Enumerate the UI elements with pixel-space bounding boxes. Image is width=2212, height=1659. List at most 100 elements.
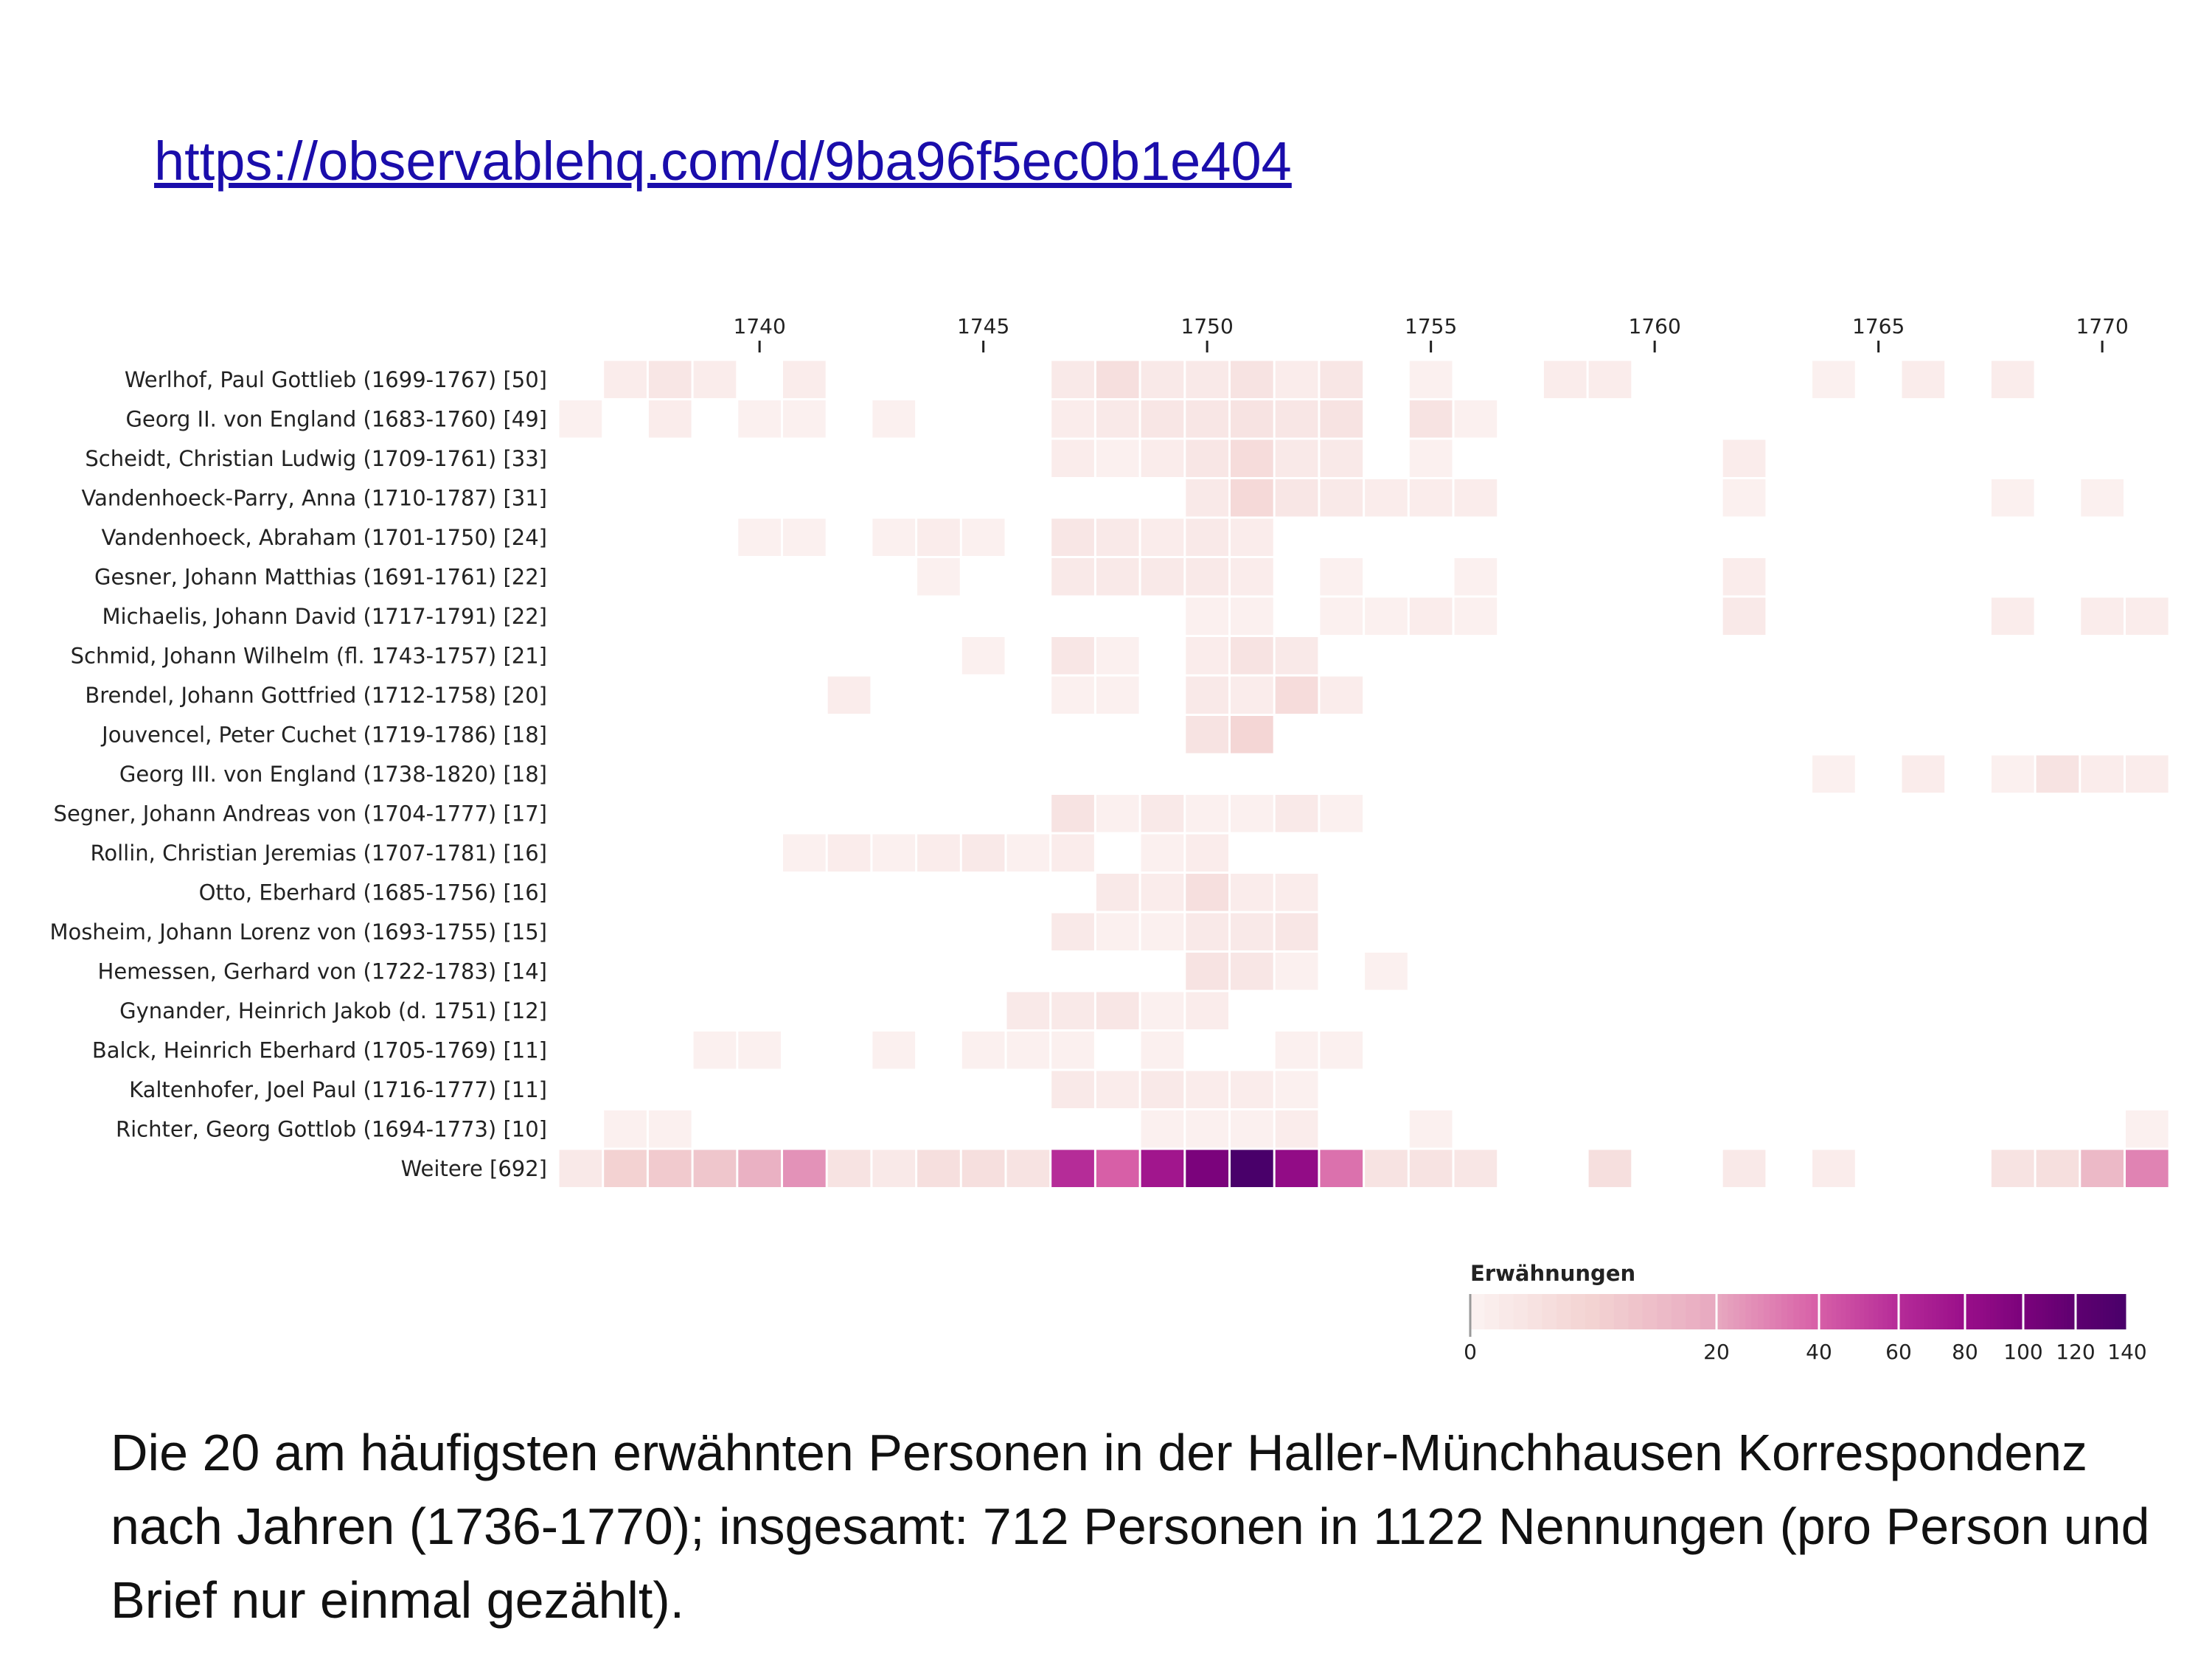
heatmap-cell (1722, 558, 1766, 596)
legend-gradient-step (2045, 1294, 2049, 1329)
heatmap-cell (2126, 1110, 2168, 1148)
heatmap-cell (1991, 361, 2034, 398)
heatmap-cell (1141, 795, 1184, 832)
legend-gradient-step (2017, 1294, 2022, 1329)
legend-gradient-step (1498, 1294, 1514, 1329)
heatmap-cell (1275, 874, 1318, 911)
legend-gradient-step (1484, 1294, 1500, 1329)
heatmap-cell (1231, 400, 1273, 438)
legend-gradient-step (1973, 1294, 1978, 1329)
legend-gradient-step (1878, 1294, 1883, 1329)
legend-gradient-step (1924, 1294, 1929, 1329)
heatmap-cell (1320, 1032, 1363, 1069)
heatmap-cell (1051, 1071, 1094, 1108)
legend-gradient-step (1887, 1294, 1893, 1329)
heatmap-cell (1320, 439, 1363, 477)
heatmap-cell (1096, 518, 1139, 556)
legend-gradient-step (2057, 1294, 2062, 1329)
heatmap-cell (1096, 558, 1139, 596)
heatmap-cell (1991, 755, 2034, 793)
heatmap-cell (1722, 597, 1766, 635)
legend-gradient-step (1916, 1294, 1921, 1329)
legend-gradient-step (2039, 1294, 2043, 1329)
heatmap-cell (1320, 400, 1363, 438)
heatmap-cell (1902, 755, 1945, 793)
row-label: Scheidt, Christian Ludwig (1709-1761) [3… (85, 446, 547, 471)
heatmap-cell (1409, 439, 1453, 477)
legend-gradient-step (2030, 1294, 2034, 1329)
heatmap-cell (1186, 439, 1228, 477)
row-label: Mosheim, Johann Lorenz von (1693-1755) [… (49, 919, 547, 945)
heatmap-cell (1051, 558, 1094, 596)
heatmap-cell (1231, 558, 1273, 596)
heatmap-cell (1812, 361, 1855, 398)
heatmap-cell (1454, 597, 1498, 635)
legend-gradient-step (1628, 1294, 1644, 1329)
heatmap-cell (1141, 834, 1184, 872)
heatmap-cell (1051, 913, 1094, 950)
x-axis-tick-label: 1740 (734, 314, 786, 338)
row-label: Georg II. von England (1683-1760) [49] (125, 406, 547, 431)
heatmap-cell (604, 1110, 647, 1148)
heatmap-cell (1231, 1150, 1273, 1187)
legend-tick-label: 140 (2107, 1340, 2146, 1364)
legend-gradient-step (2081, 1294, 2086, 1329)
legend-gradient-step (2060, 1294, 2065, 1329)
color-legend: Erwähnungen 0 20 40 60 80 100 120 140 (1464, 1261, 2147, 1364)
legend-gradient-step (1846, 1294, 1851, 1329)
legend-gradient-step (1976, 1294, 1981, 1329)
heatmap-cell (1186, 834, 1228, 872)
heatmap-cell (1231, 637, 1273, 675)
heatmap-cell (1141, 913, 1184, 950)
legend-gradient-step (1805, 1294, 1812, 1329)
heatmap-cell (783, 834, 826, 872)
heatmap-cell (1051, 676, 1094, 714)
heatmap-cell (1141, 1071, 1184, 1108)
legend-gradient-step (1721, 1294, 1728, 1329)
heatmap-cell (2081, 755, 2124, 793)
heatmap-cell (917, 834, 960, 872)
heatmap-cell (1096, 795, 1139, 832)
legend-gradient-step (2109, 1294, 2113, 1329)
legend-gradient-step (1763, 1294, 1770, 1329)
heatmap-cell (1096, 1150, 1139, 1187)
source-link[interactable]: https://observablehq.com/d/9ba96f5ec0b1e… (154, 131, 1292, 192)
legend-gradient-step (1527, 1294, 1543, 1329)
legend-gradient-step (2091, 1294, 2095, 1329)
legend-gradient-step (1787, 1294, 1794, 1329)
heatmap-cell (1141, 1110, 1184, 1148)
heatmap-cell (2126, 1150, 2168, 1187)
heatmap-cell (1275, 361, 1318, 398)
heatmap-cell (872, 518, 916, 556)
legend-gradient-step (1686, 1294, 1701, 1329)
heatmap-cell (1275, 676, 1318, 714)
heatmap-cell (1186, 953, 1228, 990)
legend-gradient-step (2007, 1294, 2011, 1329)
legend-gradient-step (2084, 1294, 2089, 1329)
row-label: Richter, Georg Gottlob (1694-1773) [10] (116, 1116, 547, 1141)
heatmap-cell (1275, 1071, 1318, 1108)
legend-gradient-step (2067, 1294, 2070, 1329)
heatmap-cell (1096, 361, 1139, 398)
heatmap-cell (1231, 479, 1273, 517)
heatmap-cell (604, 1150, 647, 1187)
heatmap-cell (2081, 1150, 2124, 1187)
heatmap-cell (917, 1150, 960, 1187)
legend-gradient-step (1781, 1294, 1788, 1329)
heatmap-cell (783, 518, 826, 556)
legend-gradient-step (1826, 1294, 1832, 1329)
heatmap-cell (961, 637, 1005, 675)
row-label: Weitere [692] (401, 1156, 547, 1181)
legend-gradient-step (2003, 1294, 2008, 1329)
heatmap-cell (961, 518, 1005, 556)
heatmap-cell (1186, 676, 1228, 714)
x-axis-tick-label: 1770 (2076, 314, 2129, 338)
heatmap-cell (1051, 795, 1094, 832)
heatmap-cell (1320, 1150, 1363, 1187)
legend-gradient-step (1892, 1294, 1897, 1329)
x-axis-tick-label: 1750 (1181, 314, 1234, 338)
legend-gradient-step (2033, 1294, 2037, 1329)
legend-gradient-step (1966, 1294, 1971, 1329)
heatmap-cell (738, 518, 781, 556)
heatmap-cell (693, 361, 737, 398)
